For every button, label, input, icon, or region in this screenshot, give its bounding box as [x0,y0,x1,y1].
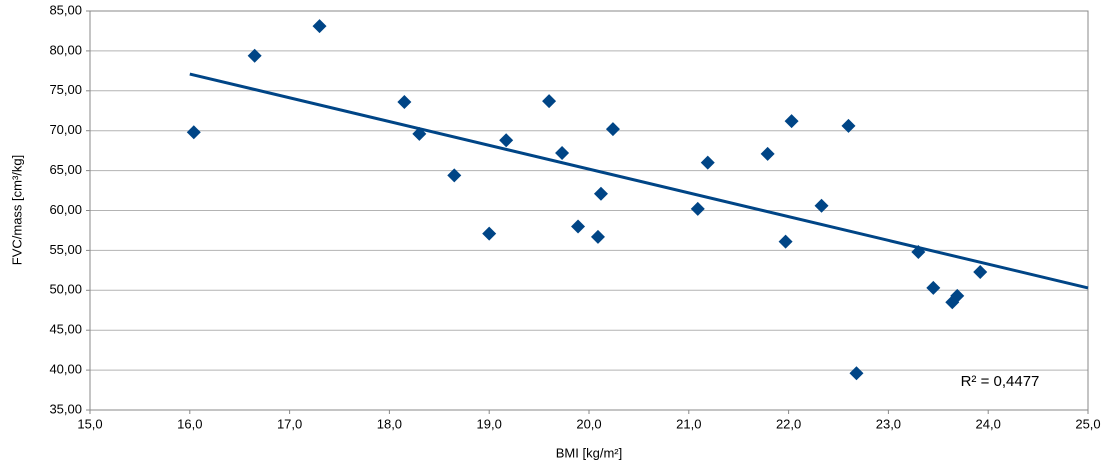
marker [555,146,570,161]
r-squared: R² = 0,4477 [961,373,1040,390]
x-tick-label: 23,0 [876,416,901,431]
y-tick-label: 40,00 [49,362,82,377]
y-tick-label: 60,00 [49,202,82,217]
y-tick-label: 55,00 [49,242,82,257]
x-tick-label: 25,0 [1075,416,1100,431]
x-tick-label: 20,0 [576,416,601,431]
marker [760,146,775,161]
y-tick-label: 85,00 [49,2,82,17]
marker [690,201,705,216]
x-tick-label: 21,0 [676,416,701,431]
marker [841,118,856,133]
y-tick-label: 80,00 [49,42,82,57]
marker [973,264,988,279]
x-tick-label: 18,0 [377,416,402,431]
x-axis-label: BMI [kg/m²] [556,445,622,460]
marker [814,198,829,213]
marker [186,125,201,140]
marker [784,114,799,129]
marker [590,229,605,244]
marker [542,94,557,109]
y-axis-label: FVC/mass [cm³/kg] [9,155,24,266]
marker [605,122,620,137]
marker [447,168,462,183]
y-tick-label: 75,00 [49,82,82,97]
marker [700,155,715,170]
x-tick-label: 15,0 [77,416,102,431]
y-tick-label: 35,00 [49,401,82,416]
marker [849,366,864,381]
x-tick-label: 17,0 [277,416,302,431]
marker [950,288,965,303]
y-tick-label: 45,00 [49,322,82,337]
x-tick-label: 22,0 [776,416,801,431]
marker [926,280,941,295]
marker [571,219,586,234]
x-tick-label: 24,0 [976,416,1001,431]
trend-line [189,72,1089,290]
x-tick-label: 16,0 [177,416,202,431]
marker [778,234,793,249]
x-tick-label: 19,0 [477,416,502,431]
y-tick-label: 65,00 [49,162,82,177]
marker [482,226,497,241]
marker [247,48,262,63]
marker [499,133,514,148]
y-tick-label: 50,00 [49,282,82,297]
marker [593,186,608,201]
plot-frame [89,10,1089,411]
marker [397,94,412,109]
marker [312,19,327,34]
y-tick-label: 70,00 [49,122,82,137]
